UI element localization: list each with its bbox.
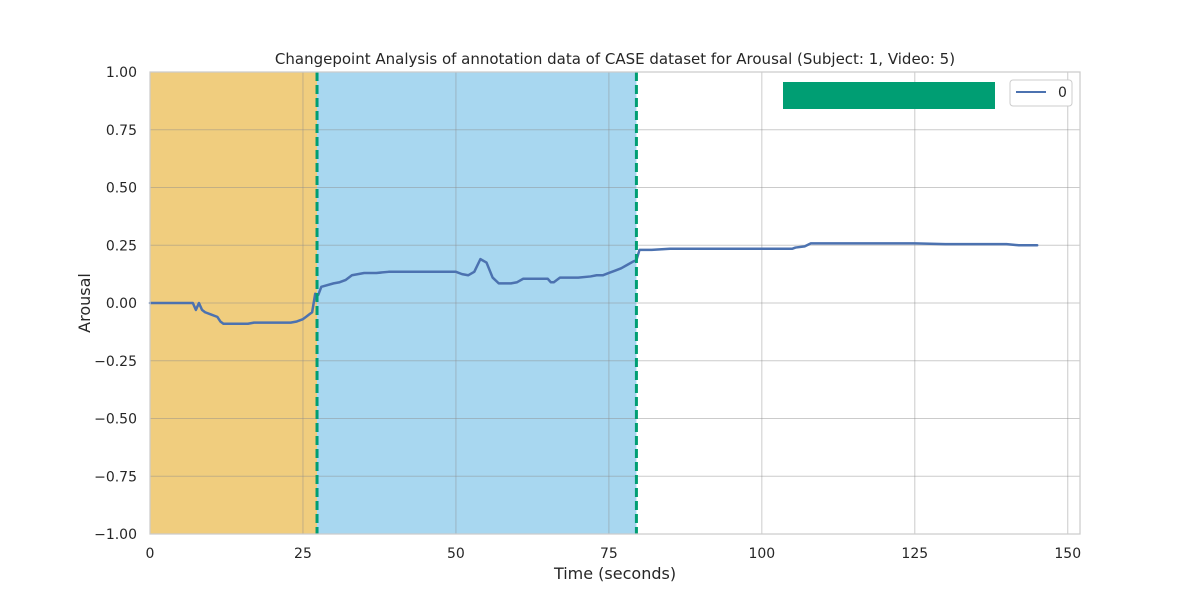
y-axis-title: Arousal <box>75 273 94 333</box>
x-tick-label: 25 <box>294 546 312 562</box>
legend: 0 <box>1009 79 1073 107</box>
x-tick-label: 0 <box>146 546 155 562</box>
y-tick-label: −0.50 <box>94 412 137 428</box>
plot-frame <box>149 71 1081 535</box>
legend-patch <box>783 82 995 109</box>
y-tick-label: 1.00 <box>106 65 137 81</box>
chart-title: Changepoint Analysis of annotation data … <box>275 50 955 68</box>
y-tick-label: −0.25 <box>94 354 137 370</box>
y-tick-label: 0.25 <box>106 238 137 254</box>
regions-layer <box>150 72 637 534</box>
x-tick-label: 75 <box>600 546 618 562</box>
tick-label-layer: 0 25 50 75 100 125 150 −1.00 −0.75 −0.50 −0.25 0.00… <box>94 65 1081 562</box>
legend-label: 0 <box>1058 85 1067 101</box>
segment-region-2 <box>317 72 637 534</box>
y-tick-label: −0.75 <box>94 469 137 485</box>
series-layer <box>148 242 1039 326</box>
y-tick-label: 0.75 <box>106 123 137 139</box>
x-tick-label: 150 <box>1054 546 1081 562</box>
y-tick-label: 0.50 <box>106 181 137 197</box>
y-tick-label: 0.00 <box>106 296 137 312</box>
series-line-0 <box>148 242 1039 326</box>
changepoint-layer <box>315 72 638 534</box>
y-tick-label: −1.00 <box>94 527 137 543</box>
x-tick-label: 125 <box>901 546 928 562</box>
x-axis-title: Time (seconds) <box>553 564 676 583</box>
x-tick-label: 50 <box>447 546 465 562</box>
x-tick-label: 100 <box>748 546 775 562</box>
